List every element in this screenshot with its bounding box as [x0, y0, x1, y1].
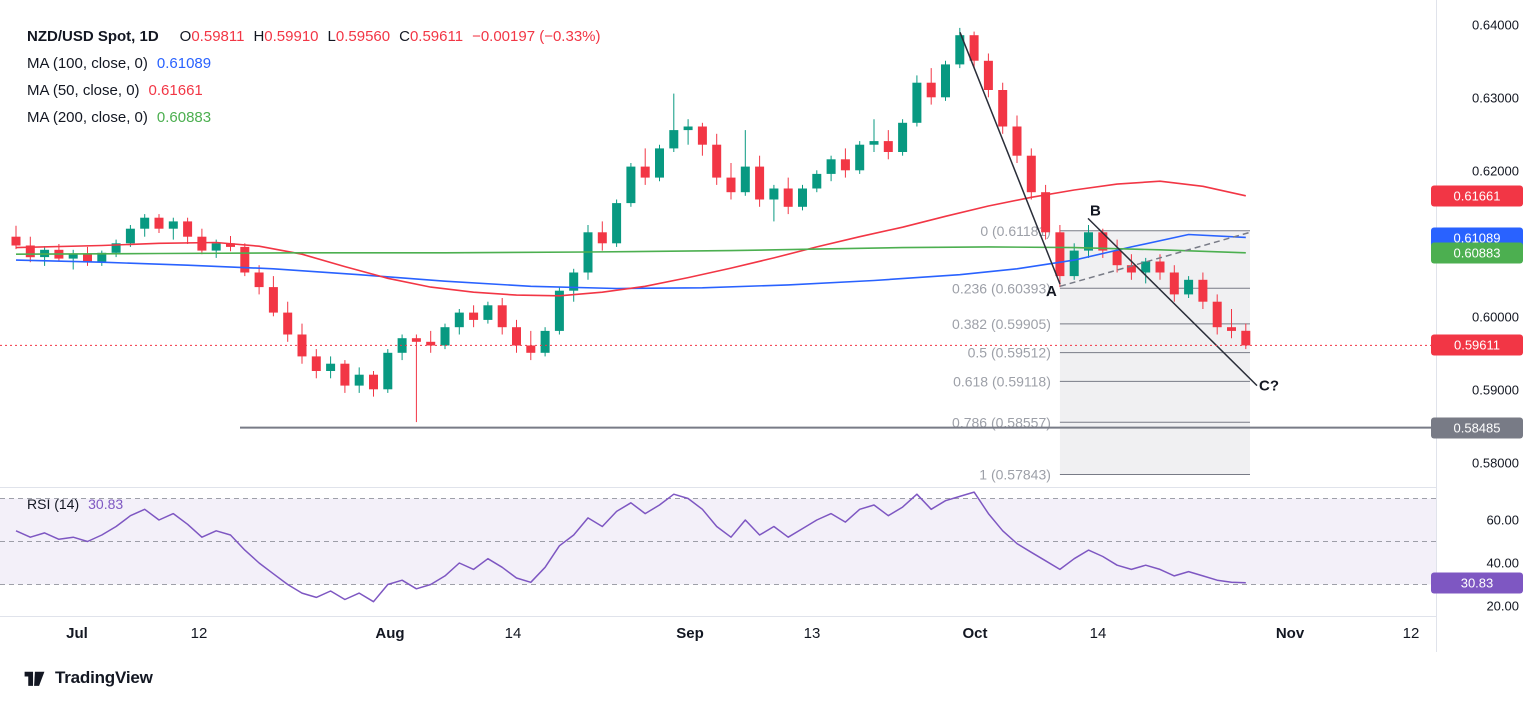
- fib-level-label: 0.236 (0.60393): [952, 280, 1051, 296]
- tradingview-logo-text: TradingView: [55, 667, 153, 687]
- price-tick-label: 0.64000: [1472, 17, 1519, 33]
- time-tick-label: 12: [190, 625, 208, 642]
- time-tick-label: Sep: [676, 625, 704, 642]
- ohlc-high-label: H: [253, 28, 265, 45]
- ohlc-close-label: C: [399, 28, 410, 45]
- ma50-legend-row[interactable]: MA (50, close, 0) 0.61661: [27, 80, 601, 101]
- fib-level-label: 0.786 (0.58557): [952, 414, 1051, 430]
- fib-level-label: 1 (0.57843): [979, 467, 1051, 483]
- ma200-value: 0.60883: [156, 109, 212, 126]
- time-tick-label: 14: [504, 625, 522, 642]
- ohlc-open-label: O: [179, 28, 192, 45]
- rsi-legend-row[interactable]: RSI (14) 30.83: [27, 496, 123, 512]
- time-tick-label: 14: [1089, 625, 1107, 642]
- ma200-line[interactable]: [15, 246, 1246, 255]
- tradingview-logo[interactable]: TradingView: [22, 665, 153, 690]
- trend-line-1[interactable]: [959, 32, 1061, 285]
- ohlc-close-value: 0.59611: [409, 28, 464, 45]
- wave-label-c[interactable]: C?: [1259, 378, 1279, 395]
- price-tick-label: 0.59000: [1472, 382, 1519, 398]
- wave-label-a[interactable]: A: [1046, 283, 1057, 300]
- ma50-price-badge: 0.61661: [1431, 185, 1523, 207]
- time-tick-label: Jul: [66, 625, 88, 642]
- price-tick-label: 0.63000: [1472, 90, 1519, 106]
- time-tick-label: Aug: [375, 625, 405, 642]
- time-tick-label: Nov: [1275, 625, 1305, 642]
- main-price-pane[interactable]: 0 (0.61181) 0.236 (0.60393) 0.382 (0.59905…: [0, 0, 1436, 487]
- time-tick-label: 13: [803, 625, 821, 642]
- ma200-price-badge: 0.60883: [1431, 242, 1523, 263]
- fib-level-label: 0.5 (0.59512): [968, 345, 1051, 361]
- rsi-band: [0, 498, 1436, 585]
- rsi-value: 30.83: [88, 496, 124, 512]
- trend-line-3[interactable]: [1059, 231, 1251, 288]
- ma100-line[interactable]: [15, 233, 1246, 290]
- fib-level-label: 0 (0.61181): [980, 223, 1051, 239]
- price-tick-label: 0.62000: [1472, 163, 1519, 179]
- level-price-badge: 0.58485: [1431, 417, 1523, 439]
- symbol-legend: NZD/USD Spot, 1D O0.59811 H0.59910 L0.59560…: [27, 26, 601, 134]
- ma50-value: 0.61661: [148, 82, 203, 99]
- ohlc-open-value: 0.59811: [191, 28, 245, 45]
- fib-level-label: 0.618 (0.59118): [953, 373, 1051, 389]
- time-tick-label: 12: [1402, 625, 1420, 642]
- ma100-value: 0.61089: [156, 55, 212, 72]
- rsi-tick-label: 40.00: [1486, 555, 1519, 571]
- ohlc-low-label: L: [327, 28, 336, 45]
- trend-line-2[interactable]: [1087, 217, 1258, 387]
- time-axis[interactable]: Jul 12 Aug 14 Sep 13 Oct 14 Nov 12: [0, 616, 1436, 652]
- ohlc-change: −0.00197 (−0.33%): [472, 28, 601, 45]
- price-tick-label: 0.60000: [1472, 309, 1519, 325]
- rsi-pane[interactable]: [0, 487, 1436, 616]
- wave-label-b[interactable]: B: [1090, 203, 1101, 220]
- rsi-value-badge: 30.83: [1431, 572, 1523, 594]
- ma100-legend-row[interactable]: MA (100, close, 0) 0.61089: [27, 53, 601, 74]
- price-tick-label: 0.58000: [1472, 455, 1519, 471]
- axis-separator: [0, 616, 1536, 617]
- rsi-tick-label: 20.00: [1486, 598, 1519, 614]
- pane-separator[interactable]: [0, 487, 1536, 488]
- fib-retracement[interactable]: 0 (0.61181) 0.236 (0.60393) 0.382 (0.59905…: [952, 223, 1250, 483]
- ma50-label: MA (50, close, 0): [27, 82, 140, 99]
- fib-level-label: 0.382 (0.59905): [952, 316, 1051, 332]
- last-price-badge: 0.59611: [1431, 334, 1523, 356]
- symbol-legend-row[interactable]: NZD/USD Spot, 1D O0.59811 H0.59910 L0.59560…: [27, 26, 601, 47]
- ma50-line[interactable]: [15, 180, 1246, 297]
- price-axis[interactable]: 0.64000 0.63000 0.62000 0.60000 0.59000 0.580…: [1431, 0, 1536, 652]
- ma200-label: MA (200, close, 0): [27, 109, 148, 126]
- rsi-tick-label: 60.00: [1486, 512, 1519, 528]
- ma100-label: MA (100, close, 0): [27, 55, 148, 72]
- time-tick-label: Oct: [962, 625, 988, 642]
- rsi-label: RSI (14): [27, 496, 80, 512]
- tradingview-logo-icon: [24, 671, 45, 686]
- rsi-line[interactable]: [15, 491, 1246, 603]
- ma200-legend-row[interactable]: MA (200, close, 0) 0.60883: [27, 107, 601, 128]
- symbol-title: NZD/USD Spot, 1D: [27, 28, 159, 45]
- ohlc-low-value: 0.59560: [335, 28, 391, 45]
- ohlc-high-value: 0.59910: [264, 28, 319, 45]
